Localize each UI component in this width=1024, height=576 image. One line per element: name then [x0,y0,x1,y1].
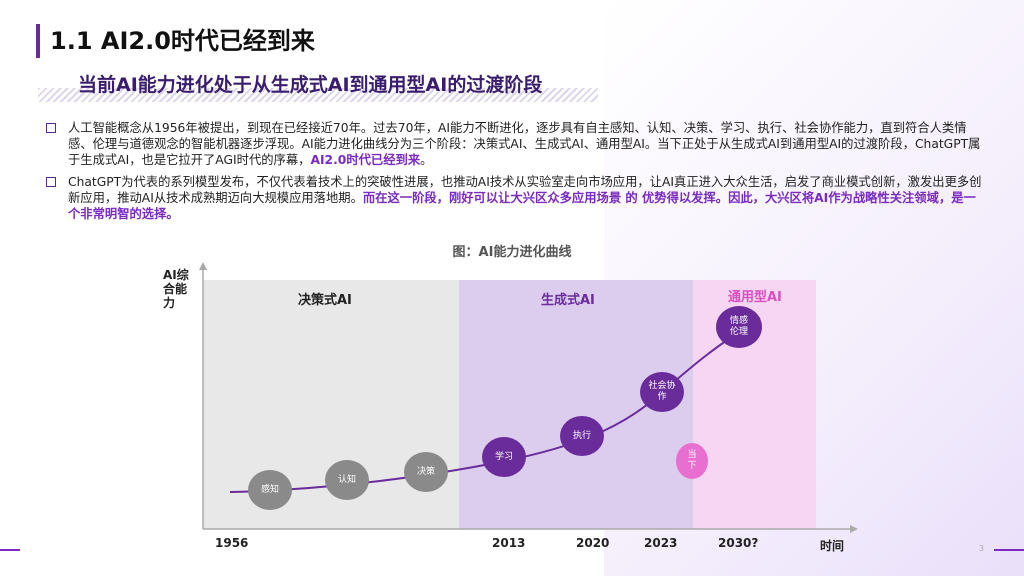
node-execution: 执行 [560,416,604,456]
bullet-list: 人工智能概念从1956年被提出，到现在已经接近70年。过去70年，AI能力不断进… [46,120,986,228]
x-tick-1956: 1956 [215,536,249,550]
bullet-highlight: AI2.0时代已经到来 [310,153,421,167]
node-now: 当下 [676,443,708,479]
node-cognition: 认知 [325,460,369,500]
node-social-collaboration: 社会协作 [640,372,684,412]
x-tick-2020: 2020 [576,536,610,550]
y-axis-arrow [199,262,207,270]
region-label-decision: 决策式AI [298,293,352,308]
node-emotion-ethics: 情感伦理 [716,306,762,348]
bullet-text: 人工智能概念从1956年被提出，到现在已经接近70年。过去70年，AI能力不断进… [68,121,981,167]
footer-accent-left [0,549,20,551]
page-number: 3 [978,544,984,553]
x-axis-arrow [850,525,858,533]
bullet-highlight: 而在这一阶段，刚好可以让大兴区众多应用场景 的 优势得以发挥 [362,191,716,205]
x-tick-2030: 2030? [718,536,759,550]
figure-caption: 图：AI能力进化曲线 [452,245,572,260]
bullet-item: 人工智能概念从1956年被提出，到现在已经接近70年。过去70年，AI能力不断进… [46,120,986,168]
bullet-highlight-2: 。因此，大兴区将AI作为战略性关注领域，是一个非常明智的选择。 [68,191,976,221]
slide-subtitle: 当前AI能力进化处于从生成式AI到通用型AI的过渡阶段 [78,74,543,96]
footer-accent-right [994,549,1024,551]
x-tick-2013: 2013 [492,536,526,550]
slide-title: 1.1 AI2.0时代已经到来 [50,27,315,55]
node-decision: 决策 [404,452,448,492]
region-label-generative: 生成式AI [541,293,595,308]
bullet-item: ChatGPT为代表的系列模型发布，不仅代表着技术上的突破性进展，也推动AI技术… [46,174,986,222]
subtitle-stripe [38,88,598,102]
title-accent-bar [36,24,40,58]
bullet-square-icon [46,177,56,187]
x-tick-2023: 2023 [644,536,678,550]
node-perception: 感知 [248,470,292,510]
region-label-general: 通用型AI [728,290,782,305]
bullet-square-icon [46,123,56,133]
bullet-tail: 。 [420,153,433,167]
y-axis-label: AI综合能力 [163,268,189,310]
x-axis-label: 时间 [820,539,845,553]
bullet-text: ChatGPT为代表的系列模型发布，不仅代表着技术上的突破性进展，也推动AI技术… [68,175,982,205]
node-learning: 学习 [482,437,526,477]
